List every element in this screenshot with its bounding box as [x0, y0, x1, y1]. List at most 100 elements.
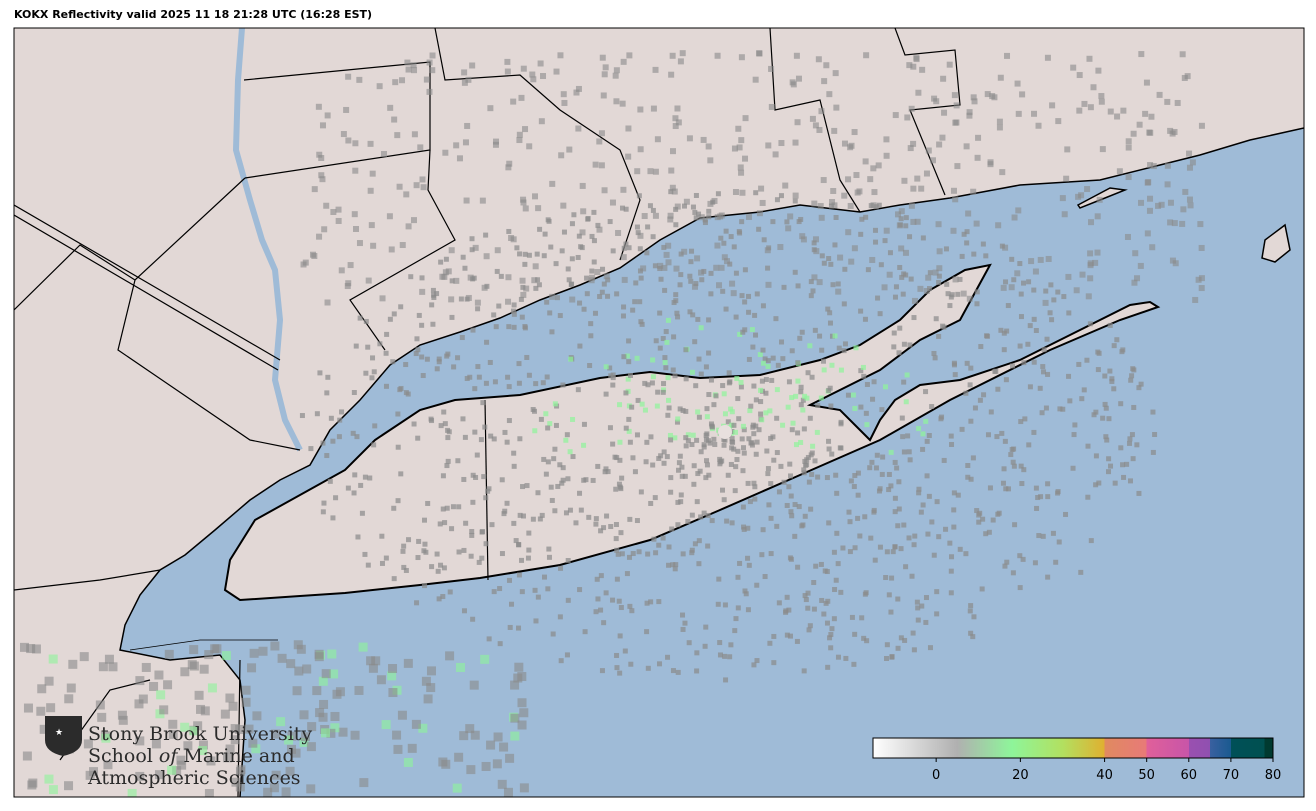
- colorbar-tick-label: 40: [1096, 768, 1113, 783]
- echo-pixel: [350, 730, 360, 740]
- echo-pixel: [337, 417, 343, 423]
- echo-pixel: [919, 603, 925, 609]
- echo-pixel: [496, 303, 502, 309]
- echo-pixel: [1127, 478, 1133, 484]
- echo-pixel: [735, 448, 741, 454]
- echo-pixel: [1065, 273, 1072, 280]
- echo-pixel: [1124, 461, 1130, 467]
- echo-pixel: [745, 213, 752, 220]
- echo-pixel: [1031, 110, 1038, 117]
- echo-pixel: [706, 317, 712, 323]
- echo-pixel: [391, 311, 397, 317]
- echo-pixel: [870, 202, 877, 209]
- echo-pixel: [291, 748, 301, 758]
- echo-pixel: [848, 258, 855, 265]
- echo-pixel: [808, 293, 814, 299]
- echo-pixel: [729, 409, 735, 415]
- echo-pixel: [815, 402, 821, 408]
- echo-pixel: [517, 512, 523, 518]
- echo-pixel: [601, 281, 607, 287]
- echo-pixel: [698, 371, 704, 377]
- echo-pixel: [1129, 432, 1135, 438]
- echo-pixel: [800, 407, 806, 413]
- echo-pixel: [943, 246, 949, 252]
- echo-pixel: [299, 737, 309, 747]
- echo-pixel: [929, 157, 936, 164]
- echo-pixel: [713, 393, 719, 399]
- echo-pixel: [600, 266, 606, 272]
- echo-pixel: [552, 401, 558, 407]
- echo-pixel: [742, 299, 748, 305]
- echo-pixel: [620, 205, 626, 211]
- echo-pixel: [735, 125, 742, 132]
- echo-pixel: [756, 210, 763, 217]
- echo-pixel: [916, 490, 922, 496]
- echo-pixel: [667, 216, 674, 223]
- echo-pixel: [808, 506, 814, 512]
- echo-pixel: [1027, 323, 1033, 329]
- echo-pixel: [1118, 445, 1124, 451]
- echo-pixel: [800, 522, 806, 528]
- echo-pixel: [442, 149, 449, 156]
- echo-pixel: [841, 140, 848, 147]
- echo-pixel: [37, 684, 47, 694]
- echo-pixel: [411, 131, 418, 138]
- echo-pixel: [494, 247, 501, 254]
- echo-pixel: [784, 219, 790, 225]
- echo-pixel: [767, 640, 773, 646]
- echo-pixel: [723, 677, 729, 683]
- echo-pixel: [727, 654, 733, 660]
- echo-pixel: [793, 52, 800, 59]
- echo-pixel: [1136, 121, 1143, 128]
- echo-pixel: [898, 245, 905, 252]
- echo-pixel: [960, 290, 967, 297]
- echo-pixel: [968, 603, 974, 609]
- echo-pixel: [525, 555, 531, 561]
- echo-pixel: [939, 134, 946, 141]
- echo-pixel: [977, 510, 983, 516]
- echo-pixel: [941, 109, 948, 116]
- colorbar-tick-label: 70: [1223, 768, 1240, 783]
- echo-pixel: [814, 429, 820, 435]
- echo-pixel: [988, 409, 994, 415]
- echo-pixel: [883, 227, 890, 234]
- echo-pixel: [444, 353, 450, 359]
- echo-pixel: [541, 253, 547, 259]
- echo-pixel: [722, 411, 728, 417]
- echo-pixel: [607, 219, 613, 225]
- echo-pixel: [914, 175, 921, 182]
- echo-pixel: [356, 76, 363, 83]
- echo-pixel: [1011, 214, 1018, 221]
- echo-pixel: [648, 599, 654, 605]
- echo-pixel: [673, 265, 680, 272]
- echo-pixel: [413, 351, 419, 357]
- echo-pixel: [833, 577, 839, 583]
- echo-pixel: [469, 680, 479, 690]
- echo-pixel: [1142, 110, 1149, 117]
- echo-pixel: [108, 662, 118, 672]
- echo-pixel: [720, 487, 726, 493]
- echo-pixel: [510, 98, 517, 105]
- echo-pixel: [672, 123, 679, 130]
- echo-pixel: [734, 376, 740, 382]
- echo-pixel: [547, 310, 553, 316]
- echo-pixel: [792, 198, 798, 204]
- echo-pixel: [392, 79, 399, 86]
- echo-pixel: [931, 350, 937, 356]
- echo-pixel: [819, 347, 825, 353]
- echo-pixel: [189, 645, 199, 655]
- echo-pixel: [296, 644, 306, 654]
- echo-pixel: [516, 625, 522, 631]
- echo-pixel: [880, 454, 886, 460]
- echo-pixel: [545, 586, 551, 592]
- echo-pixel: [470, 327, 476, 333]
- echo-pixel: [489, 522, 495, 528]
- echo-pixel: [780, 356, 786, 362]
- echo-pixel: [660, 336, 666, 342]
- echo-pixel: [1055, 289, 1061, 295]
- echo-pixel: [526, 252, 532, 258]
- echo-pixel: [510, 713, 520, 723]
- echo-pixel: [503, 787, 513, 797]
- echo-pixel: [923, 619, 929, 625]
- echo-pixel: [650, 105, 657, 112]
